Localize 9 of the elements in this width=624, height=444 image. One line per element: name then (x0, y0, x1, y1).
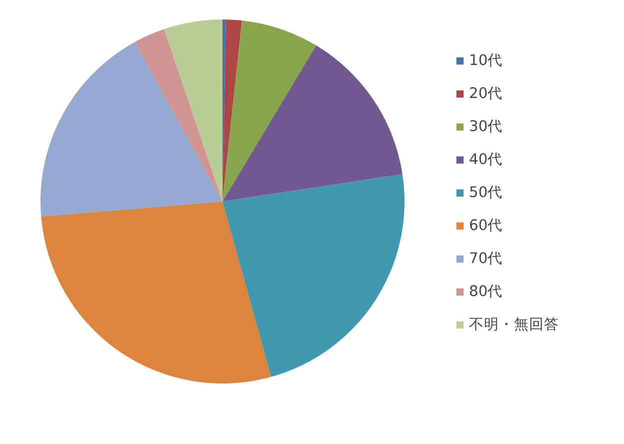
legend-label: 10代 (469, 51, 503, 70)
legend-label: 70代 (469, 249, 503, 268)
legend-label: 50代 (469, 183, 503, 202)
legend-label: 20代 (469, 84, 503, 103)
legend-label: 80代 (469, 282, 503, 301)
legend-label: 60代 (469, 216, 503, 235)
legend-label: 不明・無回答 (469, 315, 559, 334)
legend-label: 40代 (469, 150, 503, 169)
legend-label: 30代 (469, 117, 503, 136)
